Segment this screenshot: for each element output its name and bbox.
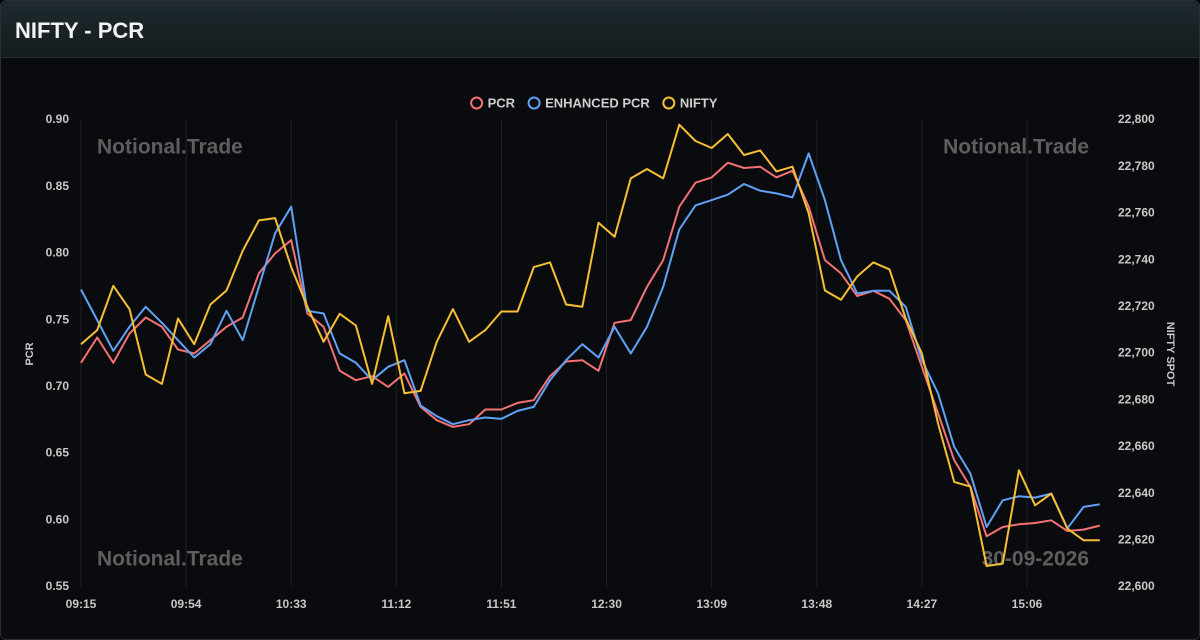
- x-tick-label: 12:30: [591, 597, 622, 611]
- y-tick-label: 0.60: [46, 512, 70, 526]
- y2-tick-label: 22,780: [1118, 159, 1155, 173]
- y2-tick-label: 22,700: [1118, 346, 1155, 360]
- x-tick-label: 13:09: [696, 597, 727, 611]
- series-line: [80, 152, 1100, 530]
- y2-tick-label: 22,640: [1118, 486, 1155, 500]
- x-tick-label: 11:12: [381, 597, 411, 611]
- y2-tick-label: 22,620: [1118, 532, 1155, 546]
- y-tick-label: 0.85: [46, 179, 70, 193]
- y2-axis-label: NIFTY SPOT: [1164, 322, 1176, 387]
- y-tick-label: 0.80: [46, 246, 70, 260]
- y-tick-label: 0.65: [46, 446, 70, 460]
- x-tick-label: 10:33: [276, 597, 307, 611]
- y2-tick-label: 22,760: [1118, 206, 1155, 220]
- y2-tick-label: 22,660: [1118, 439, 1155, 453]
- watermark: Notional.Trade: [97, 548, 243, 571]
- x-tick-label: 09:54: [171, 597, 202, 611]
- x-tick-label: 09:15: [66, 597, 97, 611]
- watermark: Notional.Trade: [97, 136, 243, 159]
- y2-tick-label: 22,740: [1118, 252, 1155, 266]
- y-tick-label: 0.75: [46, 312, 70, 326]
- legend-marker: [527, 96, 541, 110]
- series-line: [80, 123, 1100, 567]
- y2-tick-label: 22,800: [1118, 112, 1155, 126]
- legend-label: ENHANCED PCR: [545, 95, 650, 110]
- y2-tick-label: 22,720: [1118, 299, 1155, 313]
- legend-marker: [470, 96, 484, 110]
- x-tick-label: 13:48: [801, 597, 832, 611]
- y-axis-label: PCR: [24, 342, 36, 365]
- y2-tick-label: 22,680: [1118, 392, 1155, 406]
- y2-tick-label: 22,600: [1118, 579, 1155, 593]
- watermark: Notional.Trade: [943, 136, 1089, 159]
- y-tick-label: 0.90: [46, 112, 70, 126]
- x-tick-label: 11:51: [486, 597, 516, 611]
- x-tick-label: 15:06: [1012, 597, 1043, 611]
- x-tick-label: 14:27: [907, 597, 938, 611]
- header-title: NIFTY - PCR: [15, 18, 145, 43]
- legend-label: NIFTY: [680, 95, 718, 110]
- header: NIFTY - PCR: [1, 1, 1199, 58]
- legend-label: PCR: [488, 95, 516, 110]
- legend-marker: [662, 96, 676, 110]
- y-tick-label: 0.55: [46, 579, 70, 593]
- watermark: 30-09-2026: [982, 548, 1089, 571]
- series-line: [80, 161, 1101, 538]
- y-tick-label: 0.70: [46, 379, 70, 393]
